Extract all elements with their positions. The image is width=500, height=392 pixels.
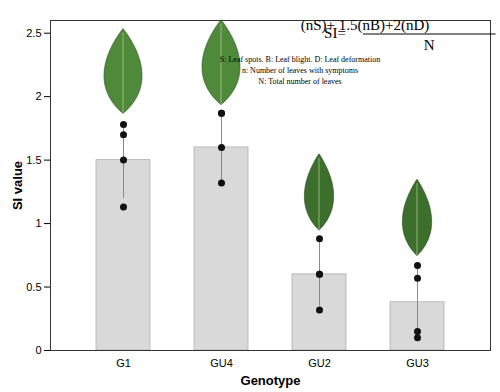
svg-text:S: Leaf spots. B: Leaf blight.: S: Leaf spots. B: Leaf blight. D: Leaf d… bbox=[220, 55, 380, 64]
svg-text:n: Number of leaves with sympt: n: Number of leaves with symptoms bbox=[242, 66, 358, 75]
svg-text:1: 1 bbox=[35, 217, 41, 229]
svg-text:2: 2 bbox=[35, 90, 41, 102]
svg-text:GU2: GU2 bbox=[308, 357, 331, 369]
svg-text:SI=: SI= bbox=[324, 25, 346, 41]
svg-text:1.5: 1.5 bbox=[26, 154, 41, 166]
svg-text:(nS)+ 1.5(nB)+2(nD): (nS)+ 1.5(nB)+2(nD) bbox=[301, 17, 430, 34]
svg-text:GU4: GU4 bbox=[210, 357, 233, 369]
svg-text:N: Total number of leaves: N: Total number of leaves bbox=[258, 77, 341, 86]
svg-text:SI value: SI value bbox=[10, 161, 25, 210]
svg-text:2.5: 2.5 bbox=[26, 27, 41, 39]
svg-text:GU3: GU3 bbox=[406, 357, 429, 369]
svg-text:G1: G1 bbox=[116, 357, 131, 369]
svg-text:0: 0 bbox=[35, 344, 41, 356]
svg-text:0.5: 0.5 bbox=[26, 281, 41, 293]
svg-text:Genotype: Genotype bbox=[241, 373, 301, 388]
svg-text:N: N bbox=[424, 37, 435, 53]
